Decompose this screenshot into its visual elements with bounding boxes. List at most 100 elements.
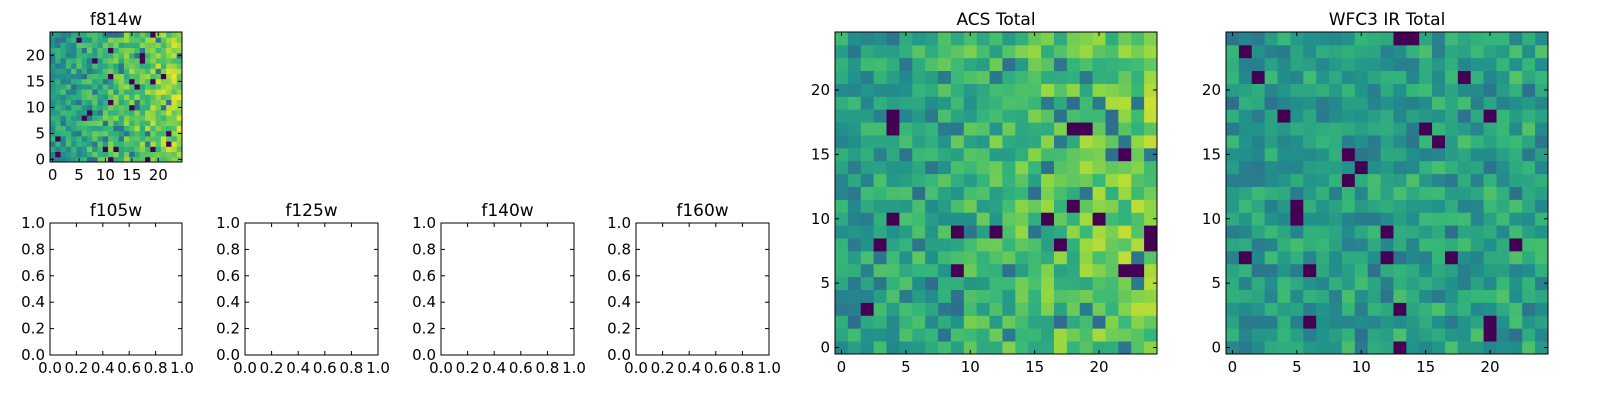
heatmap-cell: [176, 68, 183, 74]
heatmap-cell: [1444, 212, 1459, 226]
heatmap-cell: [1419, 109, 1433, 123]
heatmap-cell: [1028, 225, 1042, 239]
heatmap-cell: [989, 173, 1003, 187]
heatmap-cell: [835, 212, 849, 226]
heatmap-cell: [145, 94, 151, 100]
heatmap-cell: [1015, 70, 1029, 84]
heatmap-cell: [989, 250, 1003, 265]
heatmap-cell: [1226, 315, 1240, 329]
heatmap-cell: [1015, 122, 1029, 136]
heatmap-cell: [1264, 32, 1278, 46]
heatmap-cell: [860, 57, 875, 72]
heatmap-cell: [129, 84, 135, 90]
heatmap-cell: [1444, 276, 1459, 290]
heatmap-cell: [912, 147, 926, 162]
heatmap-cell: [1251, 225, 1266, 239]
heatmap-cell: [1251, 173, 1266, 187]
heatmap-cell: [55, 32, 61, 38]
heatmap-cell: [1144, 44, 1158, 59]
y-tick-label: 0.8: [412, 240, 436, 258]
heatmap-cell: [113, 47, 120, 54]
heatmap-cell: [1105, 57, 1119, 72]
heatmap-cell: [925, 302, 939, 316]
heatmap-cell: [1002, 225, 1016, 239]
heatmap-cell: [925, 109, 939, 123]
heatmap-cell: [1483, 57, 1497, 72]
heatmap-cell: [1509, 276, 1523, 290]
heatmap-cell: [1354, 315, 1369, 329]
heatmap-cell: [171, 42, 178, 48]
heatmap-cell: [1470, 109, 1484, 123]
heatmap-cell: [129, 63, 135, 69]
heatmap-cell: [1483, 341, 1497, 355]
x-tick-label: 0.2: [456, 359, 480, 377]
heatmap-cell: [899, 109, 913, 123]
heatmap-cell: [1290, 135, 1304, 149]
heatmap-cell: [1251, 199, 1266, 213]
heatmap-cell: [160, 136, 167, 142]
heatmap-cell: [150, 146, 156, 152]
heatmap-cell: [1092, 109, 1106, 123]
heatmap-cell: [1535, 135, 1549, 149]
heatmap-cell: [1509, 83, 1523, 97]
heatmap-cell: [847, 238, 862, 252]
heatmap-cell: [81, 104, 88, 111]
heatmap-cell: [847, 289, 862, 303]
heatmap-cell: [65, 130, 72, 137]
heatmap-cell: [1277, 147, 1291, 162]
heatmap-cell: [847, 173, 862, 187]
heatmap-cell: [989, 96, 1003, 110]
heatmap-cell: [1264, 44, 1278, 59]
heatmap-cell: [1470, 186, 1484, 200]
heatmap-cell: [1053, 44, 1068, 59]
heatmap-cell: [1277, 32, 1291, 46]
heatmap-cell: [912, 225, 926, 239]
heatmap-cell: [925, 250, 939, 265]
heatmap-cell: [86, 130, 93, 137]
heatmap-cell: [989, 83, 1003, 97]
heatmap-cell: [925, 328, 939, 342]
heatmap-cell: [873, 147, 887, 162]
heatmap-cell: [1028, 57, 1042, 72]
heatmap-cell: [129, 151, 135, 158]
x-tick-label: 0: [1228, 358, 1238, 376]
heatmap-cell: [1444, 263, 1459, 278]
heatmap-cell: [145, 68, 151, 74]
heatmap-cell: [76, 89, 83, 95]
heatmap-cell: [171, 156, 178, 163]
heatmap-cell: [160, 58, 167, 64]
heatmap-cell: [86, 146, 93, 152]
heatmap-cell: [176, 115, 183, 121]
heatmap-cell: [1535, 238, 1549, 252]
heatmap-cell: [886, 289, 900, 303]
heatmap-cell: [113, 84, 120, 90]
heatmap-cell: [150, 37, 156, 43]
heatmap-cell: [71, 130, 77, 137]
heatmap-cell: [1053, 32, 1068, 46]
heatmap-cell: [976, 302, 990, 316]
heatmap-cell: [1303, 160, 1317, 175]
heatmap-cell: [899, 199, 913, 213]
heatmap-cell: [166, 130, 172, 137]
heatmap-cell: [912, 57, 926, 72]
heatmap-cell: [912, 315, 926, 329]
heatmap-cell: [847, 70, 862, 84]
heatmap-cell: [1118, 225, 1132, 239]
heatmap-cell: [145, 52, 151, 59]
heatmap-cell: [71, 68, 77, 74]
heatmap-cell: [65, 84, 72, 90]
heatmap-cell: [950, 70, 965, 84]
heatmap-cell: [1028, 250, 1042, 265]
heatmap-cell: [1354, 263, 1369, 278]
heatmap-cell: [102, 151, 109, 158]
heatmap-cell: [160, 68, 167, 74]
heatmap-cell: [71, 63, 77, 69]
heatmap-cell: [1053, 199, 1068, 213]
heatmap-cell: [1264, 328, 1278, 342]
heatmap-cell: [950, 160, 965, 175]
heatmap-cell: [950, 263, 965, 278]
heatmap-cell: [145, 32, 151, 38]
heatmap-cell: [1367, 160, 1381, 175]
heatmap-cell: [963, 173, 978, 187]
heatmap-cell: [1277, 57, 1291, 72]
